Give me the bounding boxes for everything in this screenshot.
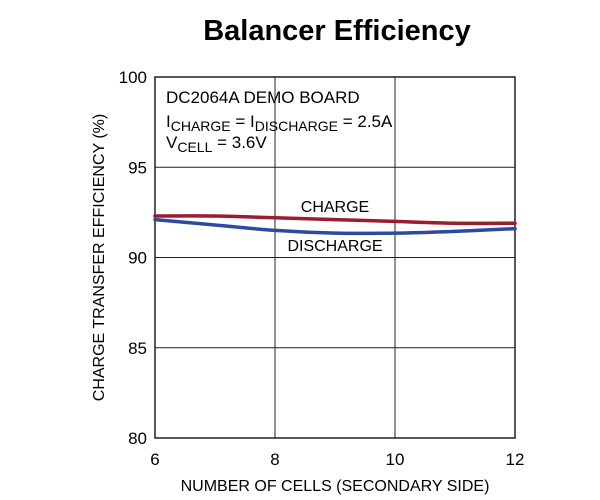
annotation-i-charge: I <box>166 112 171 131</box>
annotation-line-3: VCELL = 3.6V <box>166 133 267 155</box>
annotation-line-1: DC2064A DEMO BOARD <box>166 88 360 107</box>
y-tick-label: 100 <box>119 68 147 87</box>
board-annotation: DC2064A DEMO BOARD ICHARGE = IDISCHARGE … <box>166 88 393 155</box>
annotation-voltage-value: = 3.6V <box>212 133 267 152</box>
annotation-charge-subscript: CHARGE <box>171 118 231 134</box>
x-tick-label: 10 <box>386 450 405 469</box>
x-axis-label: NUMBER OF CELLS (SECONDARY SIDE) <box>181 478 490 495</box>
y-tick-label: 90 <box>128 249 147 268</box>
chart-title: Balancer Efficiency <box>203 15 471 47</box>
annotation-v-cell: V <box>166 133 178 152</box>
data-series <box>153 214 517 236</box>
series-line-charge <box>153 214 517 226</box>
x-tick-label: 12 <box>506 450 525 469</box>
x-tick-labels: 6 8 10 12 <box>150 450 524 469</box>
annotation-current-value: = 2.5A <box>338 112 393 131</box>
annotation-cell-subscript: CELL <box>177 139 212 155</box>
series-label-charge: CHARGE <box>301 199 369 216</box>
series-label-discharge: DISCHARGE <box>287 238 382 255</box>
annotation-discharge-subscript: DISCHARGE <box>255 118 338 134</box>
annotation-equals-i: = I <box>231 112 255 131</box>
annotation-line-2: ICHARGE = IDISCHARGE = 2.5A <box>166 112 393 134</box>
y-axis-label: CHARGE TRANSFER EFFICIENCY (%) <box>91 114 108 401</box>
y-tick-label: 95 <box>128 158 147 177</box>
x-tick-label: 8 <box>270 450 279 469</box>
series-line-discharge <box>153 217 517 236</box>
y-tick-label: 85 <box>128 339 147 358</box>
x-tick-label: 6 <box>150 450 159 469</box>
y-tick-labels: 80 85 90 95 100 <box>119 68 147 448</box>
y-tick-label: 80 <box>128 429 147 448</box>
grid-lines <box>155 77 515 438</box>
plot-frame <box>154 76 516 439</box>
